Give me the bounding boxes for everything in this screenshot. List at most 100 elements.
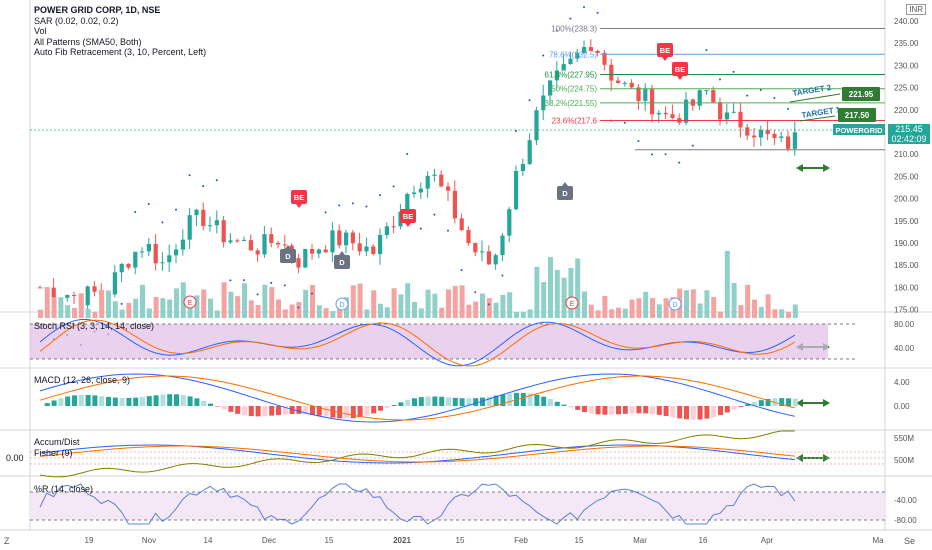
time-axis-label: Apr (761, 536, 774, 545)
currency-label[interactable]: INR (906, 4, 926, 15)
macd-bar (718, 406, 723, 416)
candle-body (357, 243, 362, 252)
macd-bar (269, 406, 275, 416)
volume-bar (718, 311, 723, 318)
settings-corner[interactable]: Se (904, 536, 916, 546)
macd-bar (167, 394, 173, 406)
volume-bar (65, 305, 71, 318)
symbol-title[interactable]: POWER GRID CORP, 1D, NSE (34, 5, 161, 15)
volume-bar (582, 291, 587, 318)
sar-dot (623, 121, 626, 124)
macd-bar (140, 396, 145, 406)
accum-pane-label[interactable]: Accum/Dist (34, 437, 80, 447)
study-sar[interactable]: SAR (0.02, 0.02, 0.2) (34, 15, 119, 26)
wr-pane-label[interactable]: %R (14, close) (34, 484, 94, 494)
fisher-pane-label[interactable]: Fisher (9) (34, 448, 73, 458)
stoch-pane-label[interactable]: Stoch RSI (3, 3, 14, 14, close) (34, 321, 155, 331)
price-axis-label: 235.00 (894, 39, 919, 48)
candle-body (731, 111, 736, 113)
macd-bar (187, 396, 193, 406)
sar-dot (719, 78, 721, 81)
candle-body (534, 110, 539, 141)
study-fib[interactable]: Auto Fib Retracement (3, 10, Percent, Le… (34, 47, 207, 57)
target-1-value: 217.50 (845, 111, 870, 120)
fisher-trigger-line (39, 445, 795, 463)
macd-bar (588, 406, 594, 414)
candle-body (371, 246, 376, 255)
macd-bar (452, 397, 458, 406)
macd-bar (486, 396, 492, 406)
macd-bar (106, 396, 111, 406)
macd-bar (575, 406, 581, 410)
volume-bar (289, 304, 295, 318)
macd-bar (310, 406, 315, 415)
zoom-corner[interactable]: Z (4, 536, 10, 546)
macd-pane-label[interactable]: MACD (12, 26, close, 9) (34, 375, 131, 385)
macd-bar (364, 406, 370, 416)
candle-body (405, 193, 410, 212)
earnings-marker (668, 297, 682, 311)
macd-bar (541, 396, 547, 406)
macd-signal-line (39, 375, 795, 421)
candle-body (527, 140, 532, 164)
candle-body (636, 87, 641, 102)
dividend-marker-label: D (339, 258, 345, 267)
candle-body (344, 232, 349, 246)
macd-bar (432, 396, 438, 406)
macd-bar (330, 406, 336, 418)
bearish-pattern-marker (291, 190, 307, 204)
volume-bar (412, 301, 417, 318)
volume-bar (119, 309, 125, 318)
candle-body (133, 251, 138, 268)
macd-bar (303, 406, 309, 415)
macd-bar (439, 396, 445, 406)
sar-dot (229, 279, 232, 282)
macd-bar (282, 406, 288, 415)
volume-bar (473, 301, 479, 318)
candle-body (418, 188, 423, 193)
volume-bar (724, 250, 730, 318)
candle-body (242, 240, 247, 242)
price-axis-label: 190.00 (894, 239, 919, 248)
volume-bar (72, 307, 77, 318)
candle-body (146, 243, 151, 252)
macd-axis-label: 0.00 (894, 402, 910, 411)
sar-dot (270, 281, 273, 284)
volume-bar (765, 294, 771, 318)
macd-bar (663, 406, 669, 417)
candles (38, 39, 797, 310)
time-axis-label: Mar (633, 536, 647, 545)
macd-bar (738, 406, 744, 407)
volume-bar (153, 297, 159, 318)
volume-bar (663, 298, 669, 318)
sar-dot (447, 229, 449, 232)
candle-body (303, 248, 308, 268)
macd-axis-label: 4.00 (894, 378, 910, 387)
fib-label: 100%(238.3) (551, 25, 597, 34)
candle-body (758, 129, 763, 138)
candle-body (201, 209, 206, 227)
macd-bar (684, 406, 689, 420)
study-vol[interactable]: Vol (34, 26, 47, 36)
sar-dot (759, 88, 762, 91)
bearish-pattern-marker (657, 43, 673, 57)
target-2-value: 221.95 (849, 90, 874, 99)
macd-bar (119, 397, 125, 406)
macd-bar (534, 394, 540, 406)
candle-body (493, 255, 498, 265)
volume-bar (622, 308, 628, 318)
macd-bar (745, 404, 751, 406)
volume-bar (44, 287, 50, 318)
sar-dot (705, 49, 708, 52)
macd-bar (412, 398, 417, 406)
target-2-badge (842, 87, 880, 101)
volume-bar (548, 257, 553, 318)
candle-body (480, 251, 485, 253)
study-patterns[interactable]: All Patterns (SMA50, Both) (34, 36, 142, 47)
macd-bar (656, 406, 662, 415)
candle-body (670, 114, 675, 119)
candle-body (629, 82, 634, 88)
candle-body (724, 112, 729, 120)
